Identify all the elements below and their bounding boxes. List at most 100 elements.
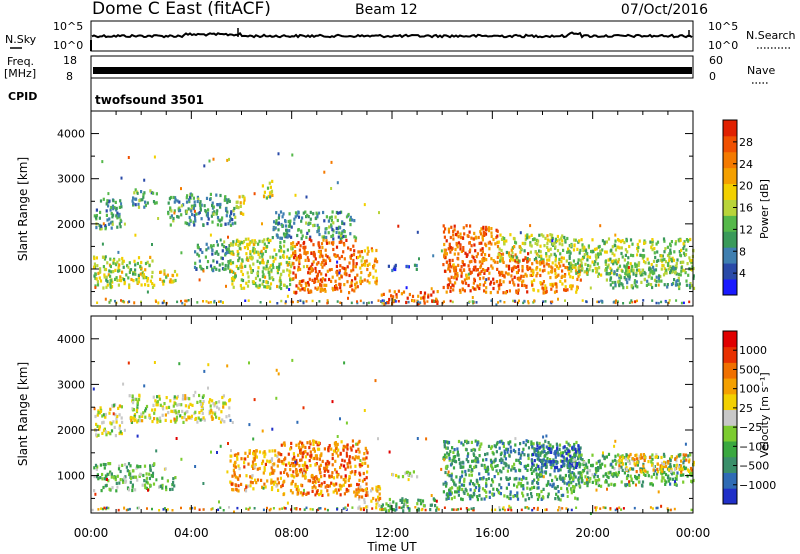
velocity-data-cell [392,473,395,477]
velocity-data-cell [252,450,256,454]
velocity-data-cell [635,475,638,480]
power-data-cell [151,259,154,263]
power-data-cell [310,267,313,271]
power-data-cell [501,256,504,260]
velocity-data-cell [673,464,676,468]
power-data-cell [395,293,398,297]
velocity-data-cell [283,470,286,474]
velocity-data-cell [298,464,301,468]
velocity-data-cell [287,461,290,465]
power-data-cell [196,252,199,256]
power-data-cell [568,272,571,276]
velocity-data-cell [674,480,676,484]
power-data-cell [493,281,496,285]
power-data-cell [482,283,485,287]
power-data-cell [548,264,551,268]
power-data-cell [449,299,452,303]
velocity-data-cell [161,405,164,409]
power-data-cell [611,245,614,249]
power-data-cell [473,265,476,270]
power-data-cell [521,283,524,287]
velocity-data-cell [339,484,342,488]
power-data-cell [251,249,255,253]
power-data-cell [650,263,653,267]
power-data-cell [366,279,369,283]
velocity-data-cell [149,465,152,469]
power-data-cell [460,274,463,278]
velocity-data-cell [632,467,635,471]
velocity-data-cell [422,504,425,508]
power-data-cell [103,257,107,261]
power-data-cell [373,263,376,267]
velocity-data-cell [661,476,664,480]
velocity-data-cell [279,471,282,475]
velocity-data-cell [544,508,547,512]
power-data-cell [548,255,551,259]
power-data-cell [322,238,325,242]
velocity-data-cell [318,447,321,451]
velocity-data-cell [446,473,449,477]
velocity-data-cell [307,491,310,495]
power-data-cell [244,264,247,268]
power-data-cell [217,252,220,256]
velocity-data-cell [302,491,305,495]
velocity-data-cell [234,475,237,479]
power-data-cell [143,205,146,209]
velocity-data-cell [643,468,646,472]
velocity-data-cell [596,479,599,483]
velocity-data-cell [478,488,481,493]
velocity-data-cell [450,462,453,466]
power-data-cell [232,270,235,274]
power-data-cell [628,277,631,281]
power-data-cell [565,266,569,270]
velocity-data-cell [388,450,391,454]
velocity-data-cell [477,460,480,464]
velocity-data-cell [493,459,496,463]
power-data-cell [625,264,629,268]
velocity-data-cell [171,483,174,487]
power-data-cell [614,260,617,264]
velocity-data-cell [518,477,521,481]
power-data-cell [115,263,118,267]
power-data-cell [597,255,600,259]
velocity-data-cell [264,462,267,466]
power-data-cell [480,269,483,273]
velocity-data-cell [155,449,158,453]
power-data-cell [223,240,226,244]
velocity-data-cell [340,475,343,479]
power-data-cell [147,283,150,287]
power-data-cell [351,288,354,292]
velocity-data-cell [359,485,362,489]
power-data-cell [132,279,135,283]
power-data-cell [273,220,276,224]
velocity-data-cell [574,475,577,479]
velocity-data-cell [578,451,582,455]
power-data-cell [134,197,137,201]
power-data-cell [478,277,482,281]
power-data-cell [349,284,352,288]
velocity-data-cell [115,417,118,421]
power-data-cell [475,268,478,272]
velocity-data-cell [230,449,232,453]
velocity-data-cell [130,420,133,424]
power-data-cell [95,208,98,212]
velocity-data-cell [292,470,295,474]
power-data-cell [268,191,272,195]
power-data-cell [119,279,123,283]
power-data-cell [607,263,610,267]
power-data-cell [527,301,530,305]
velocity-data-cell [266,479,269,483]
power-data-cell [625,239,628,243]
power-data-cell [326,255,329,259]
power-data-cell [258,283,261,287]
power-data-cell [102,222,105,226]
power-data-cell [315,211,318,215]
velocity-data-cell [687,454,690,458]
power-data-cell [482,276,485,280]
velocity-data-cell [109,421,112,425]
power-data-cell [497,301,499,304]
power-data-cell [115,206,118,210]
velocity-data-cell [378,487,382,491]
power-data-cell [274,257,277,261]
